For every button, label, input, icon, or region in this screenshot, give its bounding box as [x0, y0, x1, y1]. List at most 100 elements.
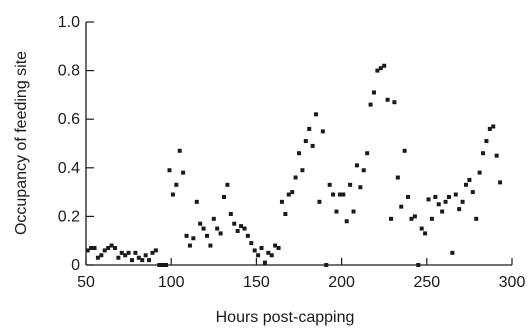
y-tick-label: 0 [71, 257, 80, 274]
y-tick-label: 1.0 [58, 14, 80, 31]
data-point [290, 190, 295, 195]
data-point [133, 250, 138, 255]
data-point [92, 245, 97, 250]
data-point [399, 204, 404, 209]
data-point [242, 226, 247, 231]
data-point [201, 226, 206, 231]
data-point [406, 194, 411, 199]
data-point [494, 153, 499, 158]
data-point [123, 253, 128, 258]
data-point [157, 263, 162, 267]
data-point [143, 253, 148, 258]
data-point [256, 253, 261, 258]
data-point [324, 263, 329, 267]
data-point [337, 192, 342, 197]
data-point [160, 263, 165, 267]
data-point [385, 97, 390, 102]
data-point [351, 209, 356, 214]
data-point [409, 216, 414, 221]
data-point [297, 151, 301, 156]
data-point [222, 194, 227, 199]
data-point [368, 102, 373, 107]
data-point [167, 168, 172, 173]
data-point [450, 250, 455, 255]
data-point [358, 185, 363, 190]
y-axis-ticks: 0 0.2 0.4 0.6 0.8 1.0 [58, 14, 94, 274]
data-point [218, 231, 223, 236]
data-point [177, 148, 182, 153]
data-point [228, 211, 233, 216]
data-point [147, 258, 152, 263]
data-point [389, 216, 394, 221]
data-point [95, 255, 100, 260]
data-point [276, 245, 281, 250]
data-point [460, 199, 465, 204]
data-point [354, 163, 359, 168]
x-axis-label: Hours post-capping [216, 309, 355, 326]
data-point [89, 245, 94, 250]
data-point [116, 255, 121, 260]
data-point [467, 177, 472, 182]
data-point [286, 192, 291, 197]
data-point [341, 192, 346, 197]
data-point [463, 182, 468, 187]
x-tick-label: 250 [413, 274, 440, 291]
data-point [232, 221, 237, 226]
data-point [259, 245, 264, 250]
data-point [402, 148, 407, 153]
data-point [184, 233, 189, 238]
data-point [245, 233, 250, 238]
data-point [164, 263, 169, 267]
data-point [181, 170, 186, 175]
data-point [211, 216, 216, 221]
data-point [348, 182, 353, 187]
data-point [170, 192, 175, 197]
data-point [307, 126, 312, 131]
data-point [249, 241, 254, 246]
data-point [477, 170, 482, 175]
x-tick-label: 300 [499, 274, 526, 291]
x-axis-ticks: 50 100 150 200 250 300 [77, 258, 525, 291]
data-point [334, 209, 339, 214]
data-point [436, 202, 441, 207]
data-point [392, 100, 397, 105]
data-point [419, 226, 424, 231]
data-point [433, 194, 438, 199]
data-point [119, 250, 124, 255]
data-points [85, 63, 503, 267]
data-point [481, 151, 486, 156]
data-point [443, 199, 448, 204]
data-point [235, 228, 240, 233]
data-point [474, 216, 479, 221]
data-point [378, 66, 383, 71]
data-point [361, 168, 366, 173]
data-point [303, 139, 308, 144]
x-tick-label: 200 [328, 274, 355, 291]
data-point [215, 226, 220, 231]
data-point [423, 231, 428, 236]
data-point [446, 194, 451, 199]
y-tick-label: 0.4 [58, 160, 80, 177]
data-point [194, 199, 199, 204]
data-point [198, 221, 203, 226]
x-tick-label: 100 [158, 274, 185, 291]
data-point [106, 245, 111, 250]
y-tick-label: 0.2 [58, 208, 80, 225]
data-point [300, 168, 305, 173]
data-point [99, 253, 104, 258]
data-point [112, 245, 117, 250]
y-tick-label: 0.8 [58, 63, 80, 80]
data-point [365, 151, 370, 156]
data-point [136, 255, 141, 260]
data-point [126, 250, 131, 255]
data-point [208, 243, 213, 248]
data-point [239, 224, 244, 229]
data-point [204, 233, 209, 238]
data-point [269, 253, 274, 258]
data-point [395, 175, 400, 180]
data-point [279, 199, 284, 204]
data-point [416, 263, 421, 267]
y-axis-label: Occupancy of feeding site [13, 51, 30, 235]
data-point [191, 236, 196, 241]
